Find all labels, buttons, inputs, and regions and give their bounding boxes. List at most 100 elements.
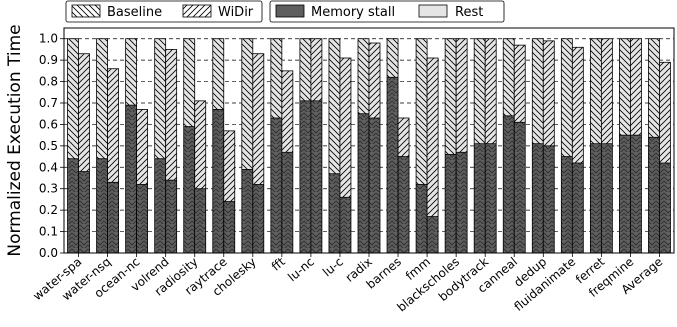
baseline-rest-hatch [503, 38, 515, 116]
widir-rest-hatch [107, 68, 119, 183]
y-tick-label: 0.0 [39, 246, 58, 260]
baseline-memory-stall-hatch [619, 135, 631, 253]
widir-memory-stall-hatch [281, 152, 293, 253]
widir-rest-hatch [165, 49, 177, 181]
widir-rest-hatch [339, 58, 351, 198]
baseline-memory-stall-hatch [532, 143, 544, 253]
baseline-memory-stall-hatch [416, 184, 428, 253]
baseline-memory-stall-hatch [241, 169, 253, 253]
baseline-memory-stall-hatch [270, 118, 282, 253]
baseline-rest-hatch [474, 38, 486, 144]
baseline-memory-stall-hatch [648, 137, 660, 253]
y-tick-label: 0.5 [39, 139, 58, 153]
widir-rest-hatch [601, 38, 613, 144]
widir-memory-stall-hatch [310, 100, 322, 253]
baseline-rest-hatch [154, 38, 166, 159]
legend-components: Memory stall Rest [269, 0, 505, 23]
baseline-rest-hatch [416, 38, 428, 185]
baseline-rest-hatch [270, 38, 282, 118]
widir-rest-hatch [369, 43, 380, 118]
baseline-memory-stall-hatch [96, 158, 108, 253]
y-tick-label: 0.6 [39, 117, 58, 131]
baseline-rest-hatch [445, 38, 457, 155]
y-tick-label: 1.0 [39, 32, 58, 46]
widir-memory-stall-hatch [630, 135, 642, 253]
baseline-rest-hatch [358, 38, 369, 114]
x-tick-label: fft [269, 254, 288, 273]
baseline-rest-hatch [125, 38, 137, 106]
legend-baseline-label: Baseline [107, 5, 162, 20]
baseline-memory-stall-hatch [328, 173, 340, 253]
bars [67, 38, 671, 254]
widir-rest-hatch [630, 38, 642, 136]
legend-memory-stall-label: Memory stall [311, 5, 395, 20]
widir-rest-hatch [223, 130, 235, 202]
widir-rest-hatch [427, 58, 439, 217]
y-tick-label: 0.7 [39, 96, 58, 110]
baseline-rest-hatch [590, 38, 602, 144]
widir-rest-hatch [252, 53, 264, 185]
y-axis-ticks: 0.0 0.1 0.2 0.3 0.4 0.5 0.6 0.7 0.8 0.9 1.0 [39, 32, 64, 260]
legend-widir-label: WiDir [218, 5, 254, 20]
baseline-rest-hatch [328, 38, 340, 174]
legend-rest-label: Rest [455, 5, 483, 20]
baseline-memory-stall-hatch [474, 143, 486, 253]
x-axis-ticks: water-spawater-nsqocean-ncvolrendradiosi… [30, 253, 665, 315]
baseline-rest-hatch [619, 38, 631, 136]
widir-rest-hatch [136, 109, 148, 185]
legend-variants: Baseline WiDir [65, 0, 263, 23]
baseline-rest-hatch [67, 38, 79, 159]
legend-widir-swatch [182, 4, 212, 18]
baseline-rest-hatch [561, 38, 573, 157]
baseline-rest-hatch [387, 38, 399, 78]
y-tick-label: 0.2 [39, 203, 58, 217]
x-tick-label: lu-c [320, 255, 346, 280]
baseline-rest-hatch [648, 38, 660, 138]
widir-rest-hatch [543, 40, 555, 146]
widir-rest-hatch [398, 118, 410, 157]
baseline-rest-hatch [212, 38, 224, 110]
y-tick-label: 0.1 [39, 225, 58, 239]
widir-memory-stall-hatch [252, 184, 264, 253]
widir-memory-stall-hatch [78, 171, 90, 253]
widir-memory-stall-hatch [194, 188, 206, 253]
baseline-memory-stall-hatch [503, 115, 515, 253]
baseline-memory-stall-hatch [212, 109, 224, 253]
widir-rest-hatch [310, 38, 322, 101]
widir-rest-hatch [572, 47, 584, 163]
widir-memory-stall-hatch [165, 180, 177, 253]
baseline-memory-stall-hatch [299, 100, 311, 253]
y-tick-label: 0.9 [39, 53, 58, 67]
legend-rest-swatch [418, 4, 448, 18]
baseline-rest-hatch [299, 38, 311, 101]
widir-rest-hatch [514, 45, 526, 123]
widir-rest-hatch [194, 100, 206, 189]
widir-memory-stall-hatch [339, 197, 351, 253]
widir-rest-hatch [659, 62, 671, 163]
y-tick-label: 0.8 [39, 75, 58, 89]
widir-memory-stall-hatch [514, 122, 526, 254]
widir-memory-stall-hatch [572, 163, 584, 253]
baseline-rest-hatch [96, 38, 108, 159]
widir-rest-hatch [456, 38, 468, 153]
widir-memory-stall-hatch [369, 118, 380, 253]
widir-memory-stall-hatch [107, 182, 119, 253]
baseline-rest-hatch [183, 38, 195, 127]
widir-memory-stall-hatch [136, 184, 148, 253]
baseline-memory-stall-hatch [387, 77, 399, 254]
baseline-memory-stall-hatch [125, 105, 137, 254]
x-tick-label: lu-nc [285, 255, 317, 285]
widir-memory-stall-hatch [398, 156, 410, 253]
widir-memory-stall-hatch [223, 201, 235, 253]
baseline-memory-stall-hatch [561, 156, 573, 253]
baseline-memory-stall-hatch [590, 143, 602, 253]
legend-memory-stall-swatch [275, 4, 305, 18]
widir-memory-stall-hatch [659, 163, 671, 253]
y-axis-label: Normalized Execution Time [5, 24, 25, 256]
widir-rest-hatch [485, 38, 497, 144]
legend-variants-frame [65, 0, 263, 23]
baseline-rest-hatch [241, 38, 253, 170]
baseline-memory-stall-hatch [67, 158, 79, 253]
widir-memory-stall-hatch [427, 216, 439, 253]
